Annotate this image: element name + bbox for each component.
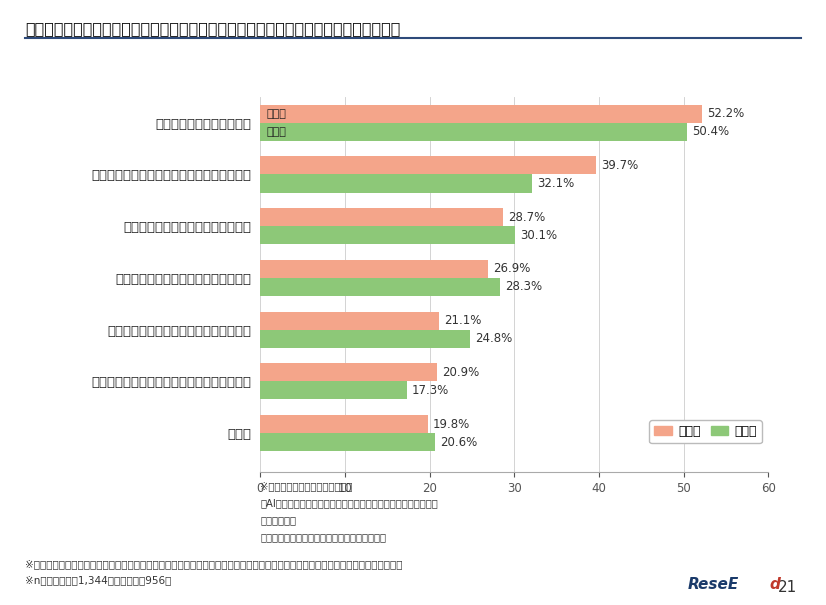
Text: 21.1%: 21.1% <box>444 314 482 327</box>
Text: 平常時の持ち帰り学習を未実施・準備していない、持ち帰りを禁止している学校の理由: 平常時の持ち帰り学習を未実施・準備していない、持ち帰りを禁止している学校の理由 <box>25 21 400 36</box>
Text: 20.6%: 20.6% <box>439 436 477 449</box>
Text: 17.3%: 17.3% <box>411 384 449 397</box>
Bar <box>260 330 470 348</box>
Bar <box>260 174 532 192</box>
Text: d: d <box>770 577 781 592</box>
Bar <box>260 415 428 433</box>
Text: 28.3%: 28.3% <box>505 281 542 293</box>
Text: 30.1%: 30.1% <box>520 229 558 242</box>
Text: 小学校: 小学校 <box>267 109 287 119</box>
Bar <box>260 312 439 330</box>
Bar <box>260 156 596 174</box>
Bar <box>260 123 687 141</box>
Bar <box>260 433 434 451</box>
Text: ・AIドリル等が未導入であり、持ち帰ってもできることが限定的: ・AIドリル等が未導入であり、持ち帰ってもできることが限定的 <box>260 498 438 508</box>
Text: 26.9%: 26.9% <box>493 263 530 275</box>
Bar <box>260 226 515 244</box>
Text: ・端末を使用しない家庭学習で対応できている: ・端末を使用しない家庭学習で対応できている <box>260 532 387 542</box>
Text: ・端末が重い: ・端末が重い <box>260 515 297 525</box>
Text: ※平常時に持ち帰り学習を「実施していない・準備していない」「禁止している」と回答した学校について、その理由を自治体に調査: ※平常時に持ち帰り学習を「実施していない・準備していない」「禁止している」と回答… <box>25 560 402 570</box>
Text: ※n：　小学校：1,344校、　中学校956校: ※n： 小学校：1,344校、 中学校956校 <box>25 575 171 585</box>
Text: ReseE: ReseE <box>688 577 739 592</box>
Bar <box>260 278 500 296</box>
Bar <box>260 105 702 123</box>
Bar <box>260 260 488 278</box>
Text: 19.8%: 19.8% <box>433 417 470 431</box>
Bar <box>260 381 406 399</box>
Text: 52.2%: 52.2% <box>707 107 744 120</box>
Text: 24.8%: 24.8% <box>475 332 512 345</box>
Text: 中学校: 中学校 <box>267 126 287 137</box>
Text: 32.1%: 32.1% <box>537 177 574 190</box>
Bar <box>260 208 503 226</box>
Legend: 小学校, 中学校: 小学校, 中学校 <box>649 420 762 443</box>
Text: 50.4%: 50.4% <box>692 125 729 138</box>
Text: 20.9%: 20.9% <box>442 366 479 379</box>
Text: 39.7%: 39.7% <box>601 159 638 172</box>
Text: 28.7%: 28.7% <box>508 211 545 224</box>
Text: 21: 21 <box>778 580 797 595</box>
Bar <box>260 363 437 381</box>
Text: ※「その他」の回答（自由記述）: ※「その他」の回答（自由記述） <box>260 481 353 491</box>
